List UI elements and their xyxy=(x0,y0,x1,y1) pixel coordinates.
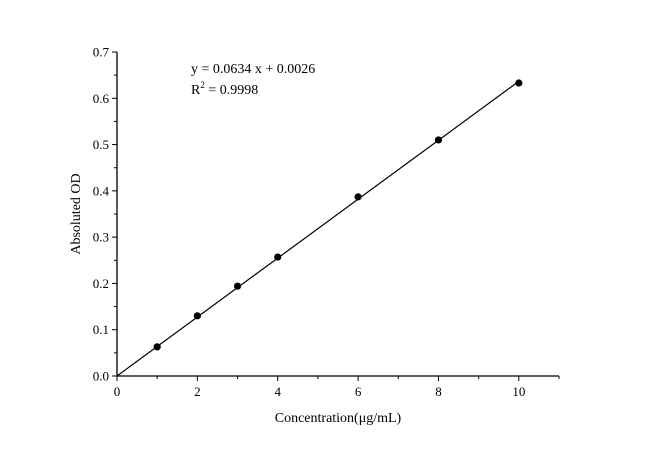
data-point xyxy=(193,312,201,320)
x-tick-label: 8 xyxy=(435,384,442,399)
y-tick-label: 0.2 xyxy=(93,276,109,291)
data-point xyxy=(434,136,443,144)
x-tick-label: 10 xyxy=(512,384,525,399)
x-tick-label: 6 xyxy=(355,384,362,399)
y-tick-label: 0.4 xyxy=(93,183,110,198)
fit-line xyxy=(116,80,520,377)
x-axis-title: Concentration(μg/mL) xyxy=(275,411,402,426)
y-tick-label: 0.5 xyxy=(93,137,109,152)
y-tick-label: 0.7 xyxy=(93,45,110,60)
x-tick-label: 4 xyxy=(274,384,281,399)
data-point xyxy=(153,343,161,351)
y-tick-label: 0.1 xyxy=(93,322,109,337)
data-point xyxy=(233,282,242,290)
y-tick-label: 0.3 xyxy=(93,230,109,245)
regression-line xyxy=(116,80,520,377)
data-point xyxy=(274,253,282,261)
data-point xyxy=(515,79,523,87)
x-tick-label: 0 xyxy=(114,384,121,399)
x-tick-label: 2 xyxy=(194,384,201,399)
y-axis-title: Absoluted OD xyxy=(69,173,84,254)
axes: 0 2 4 6 8 10 0.0 0.1 0.2 0.3 0.4 0.5 0.6 0.7 xyxy=(93,45,560,399)
data-points xyxy=(153,79,523,351)
y-tick-label: 0.6 xyxy=(93,91,110,106)
equation-annotation: y = 0.0634 x + 0.0026 xyxy=(191,62,315,77)
data-point xyxy=(354,193,362,201)
r-squared-annotation: R2 = 0.9998 xyxy=(191,80,258,98)
y-tick-label: 0.0 xyxy=(93,369,109,384)
